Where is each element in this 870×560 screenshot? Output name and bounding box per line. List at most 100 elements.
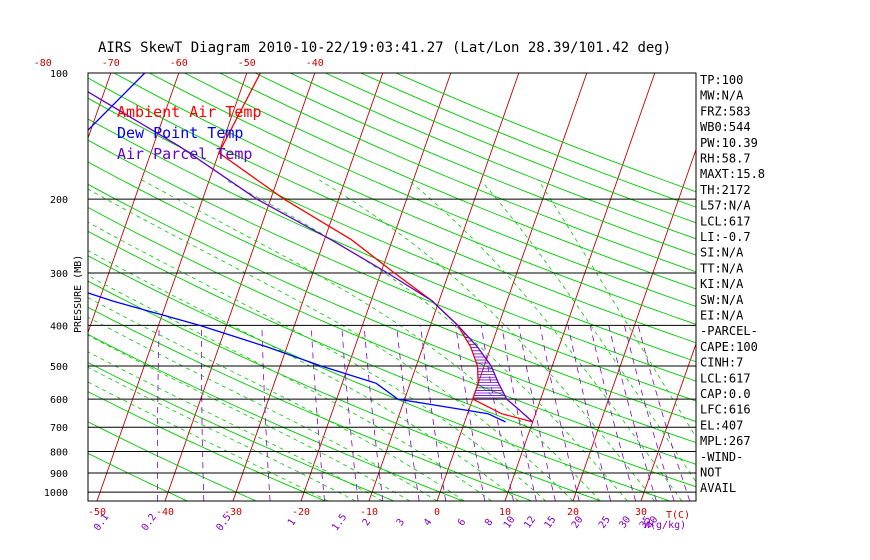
pressure-tick-label: 1000 [44, 488, 68, 499]
stat-item: CAP:0.0 [700, 387, 751, 401]
isotherm-line [88, 73, 180, 334]
mixing-ratio-line [455, 325, 486, 501]
dry-adiabat-line [254, 73, 696, 256]
mixing-ratio-tick-label: 8 [483, 517, 495, 528]
isotherm-line [88, 73, 112, 140]
bottom-temp-tick-label: -20 [292, 507, 310, 518]
isotherm-line [164, 73, 316, 501]
moist-adiabat-line [319, 179, 655, 501]
top-temp-tick-label: -40 [306, 58, 324, 69]
isotherm-line [300, 73, 452, 501]
plot-frame [87, 72, 697, 502]
mixing-ratio-tick-label: 15 [543, 514, 559, 530]
dry-adiabat-line [88, 206, 696, 465]
pressure-tick-label: 600 [50, 395, 68, 406]
y-axis-label: PRESSURE (MB) [73, 255, 84, 333]
mixing-ratio-tick-label: 6 [456, 517, 468, 528]
bottom-temp-tick-label: -30 [224, 507, 242, 518]
stat-item: AVAIL [700, 481, 736, 495]
moist-adiabat-line [88, 188, 574, 501]
stat-item: SW:N/A [700, 293, 744, 307]
stat-item: LCL:617 [700, 214, 751, 228]
legend-dew-point-temp: Dew Point Temp [117, 124, 243, 142]
moist-adiabat-line [88, 351, 383, 501]
pressure-tick-label: 400 [50, 321, 68, 332]
mixing-ratio-line [363, 325, 384, 501]
mixing-ratio-line [624, 325, 675, 501]
legend-ambient-air-temp: Ambient Air Temp [117, 103, 262, 121]
bottom-temp-tick-label: 10 [499, 507, 511, 518]
dry-adiabat-line [88, 452, 188, 501]
moist-adiabat-line [88, 316, 438, 501]
legend-air-parcel-temp: Air Parcel Temp [117, 145, 252, 163]
dry-adiabat-line [88, 97, 696, 363]
stat-item: FRZ:583 [700, 104, 751, 118]
stat-item: LFC:616 [700, 403, 751, 417]
mixing-ratio-tick-label: 30 [617, 514, 633, 530]
stat-item: RH:58.7 [700, 152, 751, 166]
mixing-ratio-line [156, 325, 160, 501]
bottom-temp-tick-label: 0 [434, 507, 440, 518]
mixing-ratio-tick-label: 1 [286, 517, 298, 528]
dry-adiabat-line [88, 118, 696, 382]
isotherm-line [640, 342, 696, 501]
bottom-temp-tick-label: -40 [156, 507, 174, 518]
mixing-ratio-line [501, 325, 537, 501]
mixing-ratio-axis-label: W(g/kg) [644, 520, 686, 531]
pressure-tick-label: 500 [50, 362, 68, 373]
stat-item: -PARCEL- [700, 324, 758, 338]
moist-adiabat-line [88, 275, 492, 501]
stat-item: PW:10.39 [700, 136, 758, 150]
dry-adiabat-line [88, 280, 602, 501]
moist-adiabat-line [537, 179, 696, 438]
stat-item: TH:2172 [700, 183, 751, 197]
mixing-ratio-tick-label: 25 [597, 514, 613, 530]
mixing-ratio-line [637, 325, 691, 501]
air-parcel-temp-line [88, 91, 534, 423]
dry-adiabat-line [88, 230, 696, 488]
stat-item: WB0:544 [700, 120, 751, 134]
stat-item: EL:407 [700, 418, 743, 432]
stat-item: TP:100 [700, 73, 743, 87]
dry-adiabat-line [88, 391, 326, 501]
pressure-tick-label: 800 [50, 448, 68, 459]
moist-adiabat-line [88, 221, 547, 501]
bottom-temp-tick-label: 30 [635, 507, 647, 518]
stat-item: NOT [700, 466, 722, 480]
stat-item: CINH:7 [700, 356, 743, 370]
mixing-ratio-line [201, 325, 205, 501]
dry-adiabat-line [88, 161, 696, 422]
mixing-ratio-tick-label: 4 [422, 517, 434, 528]
dry-adiabat-line [184, 73, 696, 290]
pressure-tick-label: 900 [50, 469, 68, 480]
bottom-temp-tick-label: -10 [360, 507, 378, 518]
top-temp-tick-label: -70 [102, 58, 120, 69]
dry-adiabat-line [360, 73, 696, 208]
x-axis-label: T(C) [666, 510, 690, 521]
mixing-ratio-line [420, 325, 447, 501]
bottom-temp-tick-label: 20 [567, 507, 579, 518]
stat-item: MAXT:15.8 [700, 167, 765, 181]
stat-item: EI:N/A [700, 309, 744, 323]
stat-item: TT:N/A [700, 261, 744, 275]
stat-item: CAPE:100 [700, 340, 758, 354]
mixing-ratio-line [261, 325, 271, 501]
isotherm-line [436, 73, 588, 501]
mixing-ratio-line [567, 325, 612, 501]
stat-item: L57:N/A [700, 199, 751, 213]
top-temp-tick-label: -80 [34, 58, 52, 69]
stat-item: SI:N/A [700, 246, 744, 260]
dry-adiabat-line [88, 361, 395, 501]
isotherm-line [96, 73, 248, 501]
dry-adiabat-line [325, 73, 696, 224]
ambient-air-temp-line [218, 73, 533, 423]
dry-adiabat-line [88, 183, 696, 444]
chart-title: AIRS SkewT Diagram 2010-10-22/19:03:41.2… [98, 40, 671, 56]
dry-adiabat-line [88, 421, 257, 501]
mixing-ratio-tick-label: 12 [522, 514, 538, 530]
moist-adiabat-line [480, 179, 696, 483]
isotherm-line [0, 73, 43, 501]
dew-point-temp-line [88, 73, 506, 423]
